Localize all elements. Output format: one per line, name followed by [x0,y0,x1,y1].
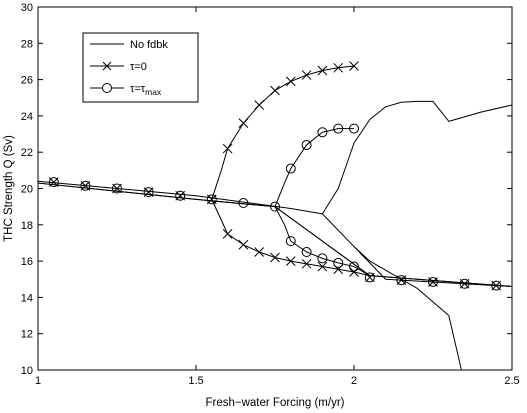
data-point-x [333,62,344,73]
y-axis-label: THC Strength Q (Sv) [3,135,15,242]
series-tau-zero-line [211,65,355,200]
data-point-x [301,258,312,269]
y-axis-ticks: 10 12 14 16 18 20 22 24 26 28 30 [21,2,512,377]
x-tick-label: 2.5 [504,375,519,387]
data-point-circle [396,275,407,286]
data-point-circle [317,253,328,264]
x-axis-label: Fresh−water Forcing (m/yr) [206,397,345,409]
y-tick-label: 14 [21,292,33,304]
data-point-x [238,118,249,129]
series-tau-zero-line [37,182,513,288]
legend-label-no-fdbk: No fdbk [130,39,168,51]
data-point-circle [285,163,296,174]
series-no-fdbk-line [353,246,462,371]
data-point-circle [459,278,470,289]
y-tick-label: 30 [21,2,33,14]
x-tick-label: 2 [351,375,357,387]
y-tick-label: 20 [21,184,33,196]
data-point-circle [333,123,344,134]
legend-label-tau-max-sub: max [145,87,162,97]
y-tick-label: 16 [21,256,33,268]
x-tick-label: 1.5 [188,375,203,387]
series-tau-max-line [274,206,371,277]
series-no-fdbk-line [37,180,513,288]
data-point-x [317,65,328,76]
legend-label-tau-zero: τ=0 [130,61,147,73]
plot-lines [37,65,513,371]
data-point-circle [301,139,312,150]
data-point-x [349,61,359,71]
y-tick-label: 10 [21,365,33,377]
data-point-circle [317,127,328,138]
data-point-circle [206,194,217,205]
data-point-circle [333,257,344,268]
data-point-x [254,247,265,257]
y-tick-label: 28 [21,38,33,50]
data-point-x [254,100,265,110]
data-point-circle [238,198,249,209]
series-no-fdbk-line [321,100,513,215]
x-axis-ticks: 1 1.5 2 2.5 [35,7,520,387]
data-point-x [270,85,280,96]
y-tick-label: 22 [21,147,33,159]
data-point-circle [301,247,312,258]
series-tau-max-line [37,182,513,288]
data-point-circle [364,272,375,283]
series-tau-zero-line [211,199,370,277]
data-point-circle [175,190,186,201]
data-point-circle [349,123,359,134]
series-tau-max-line [274,128,354,207]
x-tick-label: 1 [35,375,41,387]
data-point-circle [428,276,438,287]
data-point-x [301,70,312,80]
legend: No fdbk τ=0 τ=τmax [82,32,199,103]
data-point-x [270,252,280,263]
data-point-circle [285,236,296,247]
data-point-x [317,261,328,272]
data-point-circle [491,280,502,291]
legend-label-tau-max: τ=τmax [130,83,162,97]
data-point-x [285,76,296,87]
data-point-x [222,229,233,239]
data-point-circle [48,177,59,188]
data-point-circle [270,201,280,212]
y-tick-label: 24 [21,111,33,123]
data-point-x [349,267,359,277]
y-tick-label: 26 [21,75,33,87]
data-point-x [222,143,233,154]
legend-marker-circle [102,83,112,93]
data-point-circle [112,183,122,194]
data-point-x [238,239,249,250]
plot-markers [48,61,502,291]
data-point-circle [349,261,359,272]
data-point-circle [80,180,91,191]
y-tick-label: 18 [21,220,33,232]
data-point-x [285,256,296,266]
legend-label-tau-max-base: τ=τ [130,83,146,95]
data-point-circle [143,187,154,198]
legend-marker-x [102,61,112,71]
y-tick-label: 12 [21,329,33,341]
